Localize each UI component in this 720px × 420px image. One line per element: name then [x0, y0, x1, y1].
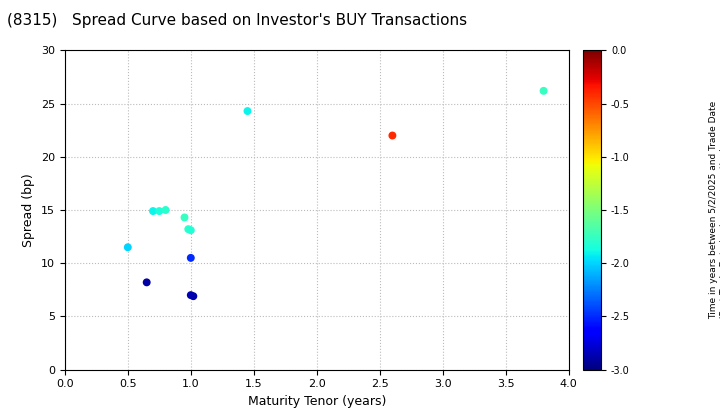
Point: [185, 292, 197, 299]
Point: [182, 226, 194, 233]
Point: [185, 227, 197, 234]
Point: [387, 132, 398, 139]
Point: [122, 244, 134, 251]
Point: [187, 293, 199, 299]
Point: [185, 255, 197, 261]
X-axis label: Maturity Tenor (years): Maturity Tenor (years): [248, 395, 386, 408]
Point: [141, 279, 153, 286]
Y-axis label: Spread (bp): Spread (bp): [22, 173, 35, 247]
Point: [538, 87, 549, 94]
Point: [179, 214, 190, 221]
Point: [147, 208, 158, 215]
Point: [153, 208, 165, 215]
Point: [242, 108, 253, 114]
Point: [160, 207, 171, 213]
Text: (8315)   Spread Curve based on Investor's BUY Transactions: (8315) Spread Curve based on Investor's …: [7, 13, 467, 28]
Text: Time in years between 5/2/2025 and Trade Date
(Past Trade Date is given as negat: Time in years between 5/2/2025 and Trade…: [709, 101, 720, 319]
